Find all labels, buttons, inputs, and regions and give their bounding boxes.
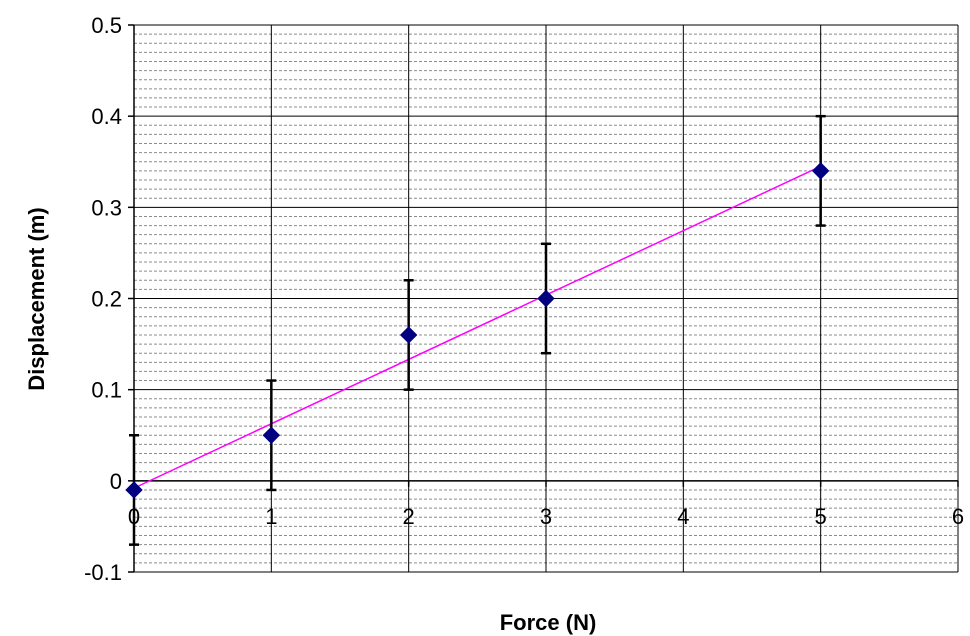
x-tick-label: 6 xyxy=(952,504,964,529)
data-point xyxy=(399,326,418,344)
y-tick-label: -0.1 xyxy=(84,560,122,585)
trendline xyxy=(133,165,821,489)
data-point xyxy=(811,162,830,180)
data-points xyxy=(125,162,830,499)
y-tick-label: 0.2 xyxy=(91,287,122,312)
x-tick-labels: 0 1 2 3 4 5 6 xyxy=(128,504,964,529)
x-tick-label: 0 xyxy=(128,504,140,529)
y-tick-label: 0 xyxy=(110,469,122,494)
data-point xyxy=(125,481,143,499)
y-tick-labels: -0.1 0 0.1 0.2 0.3 0.4 0.5 xyxy=(84,13,122,585)
x-tick-label: 3 xyxy=(540,504,552,529)
data-point xyxy=(537,289,555,308)
x-axis-title: Force (N) xyxy=(500,610,597,635)
y-axis-title: Displacement (m) xyxy=(24,207,49,390)
x-tick-label: 2 xyxy=(403,504,415,529)
x-tick-label: 1 xyxy=(265,504,277,529)
x-tick-label: 5 xyxy=(815,504,827,529)
x-tick-label: 4 xyxy=(677,504,689,529)
y-tick-label: 0.5 xyxy=(91,13,122,38)
data-point xyxy=(262,426,281,444)
trendline-group xyxy=(133,165,821,489)
y-tick-label: 0.4 xyxy=(91,104,122,129)
y-tick-label: 0.1 xyxy=(91,378,122,403)
y-tick-label: 0.3 xyxy=(91,195,122,220)
